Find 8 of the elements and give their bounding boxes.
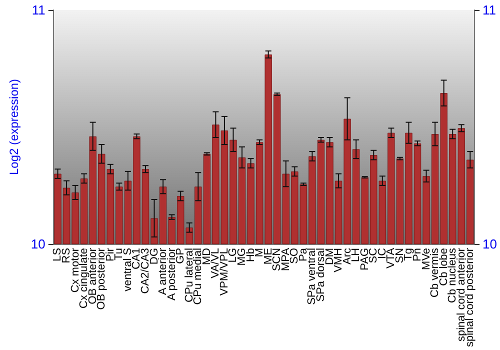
y-axis-title: Log2 (expression) bbox=[7, 78, 21, 176]
x-tick-label: Tg bbox=[402, 248, 415, 261]
y2-tick-label: 10 bbox=[482, 236, 498, 252]
x-tick-label: A posterior bbox=[166, 248, 178, 301]
y2-tick-label: 11 bbox=[482, 2, 496, 18]
x-tick-label: spinal cord posterior bbox=[464, 248, 476, 348]
x-tick-label: OB posterior bbox=[96, 248, 108, 310]
x-tick-label: SPa dorsal bbox=[314, 248, 327, 302]
